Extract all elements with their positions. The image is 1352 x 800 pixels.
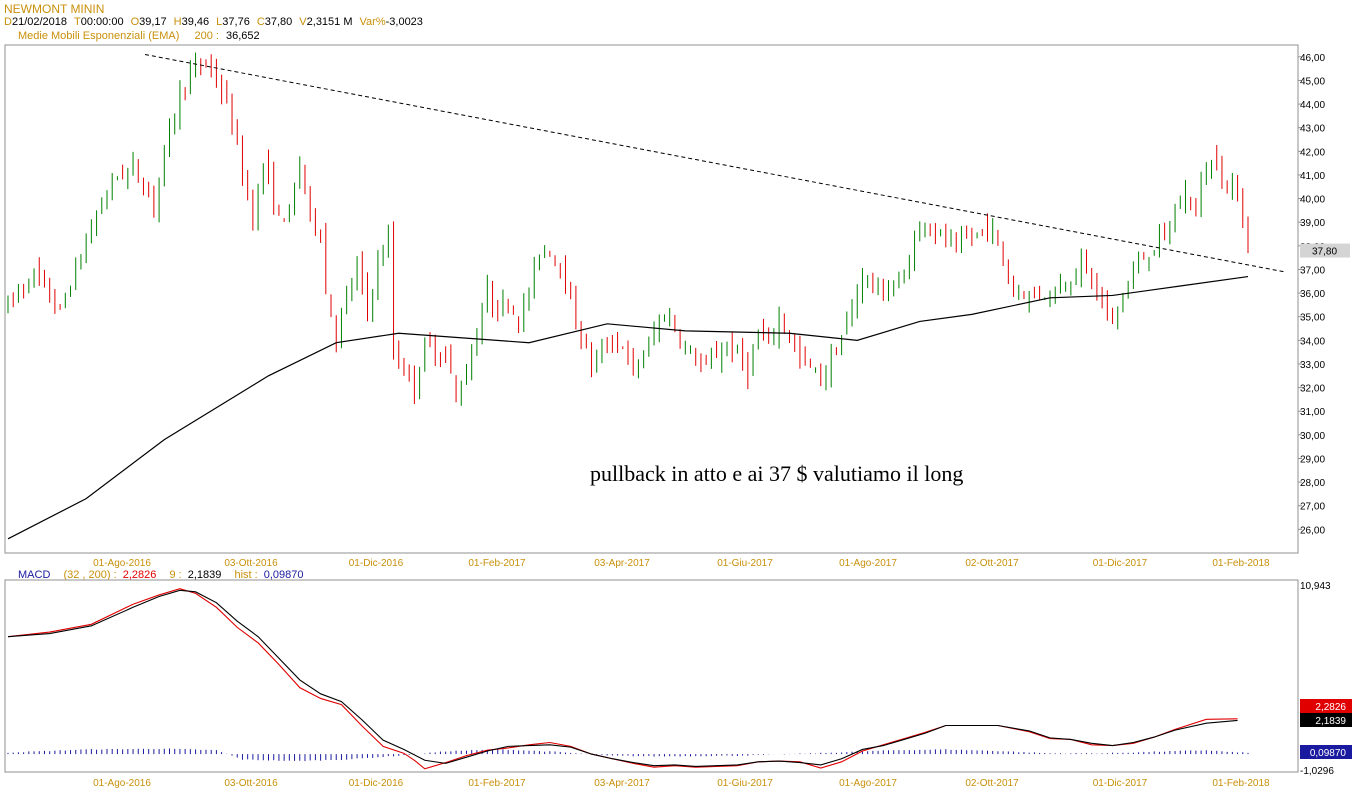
price-panel-frame bbox=[4, 44, 1299, 554]
macd-layer: 10,943 -1,0296 2,2826 2,1839 0,09870 bbox=[7, 581, 1352, 777]
signal-value: 2,1839 bbox=[187, 569, 222, 581]
macd-value-label: 0,09870 bbox=[1310, 748, 1347, 759]
x-tick-label: 01-Ago-2016 bbox=[93, 778, 151, 789]
x-tick-label: 03-Ott-2016 bbox=[224, 778, 278, 789]
y-tick-label: 27,00 bbox=[1300, 502, 1325, 513]
y-tick-label: 34,00 bbox=[1300, 336, 1325, 347]
hist-label: hist : bbox=[234, 569, 258, 581]
ohlc-value: 00:00:00 bbox=[80, 16, 124, 28]
x-tick-label: 01-Feb-2017 bbox=[468, 558, 526, 569]
resistance-trendline bbox=[144, 53, 1285, 273]
ohlc-value: 39,17 bbox=[139, 16, 167, 28]
ohlc-key: V bbox=[299, 16, 307, 28]
x-tick-label: 03-Ott-2016 bbox=[224, 558, 278, 569]
y-tick-label: 32,00 bbox=[1300, 384, 1325, 395]
x-tick-label: 02-Ott-2017 bbox=[965, 778, 1019, 789]
y-tick-label: 33,00 bbox=[1300, 360, 1325, 371]
ohlc-key: T bbox=[74, 16, 81, 28]
macd-value: 2,2826 bbox=[122, 569, 157, 581]
x-tick-label: 01-Feb-2018 bbox=[1212, 558, 1270, 569]
y-tick-label: 35,00 bbox=[1300, 313, 1325, 324]
hist-value: 0,09870 bbox=[263, 569, 304, 581]
instrument-title: NEWMONT MININ bbox=[4, 2, 105, 16]
macd-value-box bbox=[1300, 745, 1352, 759]
x-tick-label: 01-Giu-2017 bbox=[717, 778, 773, 789]
x-tick-label: 01-Dic-2016 bbox=[349, 558, 404, 569]
ema-legend: Medie Mobili Esponenziali (EMA) 200 : 36… bbox=[18, 30, 260, 42]
ohlc-value: 39,46 bbox=[181, 16, 210, 28]
x-tick-label: 01-Dic-2016 bbox=[349, 778, 404, 789]
ohlc-key: D bbox=[4, 16, 12, 28]
ohlc-value: 37,80 bbox=[264, 16, 293, 28]
macd-value-label: 2,2826 bbox=[1315, 702, 1346, 713]
x-tick-label: 01-Ago-2017 bbox=[839, 778, 897, 789]
price-layer: 26,00 27,00 28,00 29,00 30,00 31,00 32,00 33,00… bbox=[7, 52, 1350, 789]
ema-label: Medie Mobili Esponenziali (EMA) bbox=[18, 30, 180, 42]
x-tick-label: 01-Feb-2017 bbox=[468, 778, 526, 789]
y-tick-label: 37,00 bbox=[1300, 265, 1325, 276]
ohlc-key: Var% bbox=[359, 16, 386, 28]
ema-200-line bbox=[7, 275, 1249, 540]
macd-label: MACD bbox=[18, 569, 51, 581]
signal-line bbox=[7, 589, 1238, 768]
ohlc-readout: D21/02/2018 T00:00:00 O39,17 H39,46 L37,76 C3… bbox=[4, 16, 423, 28]
ohlc-key: L bbox=[216, 16, 223, 28]
ohlc-key: C bbox=[256, 16, 265, 28]
last-price-label: 37,80 bbox=[1312, 247, 1337, 258]
ema-period: 200 : bbox=[194, 30, 219, 42]
macd-y-tick-label: 10,943 bbox=[1300, 581, 1331, 592]
y-tick-label: 30,00 bbox=[1300, 431, 1325, 442]
annotation-text: pullback in atto e ai 37 $ valutiamo il … bbox=[590, 461, 963, 486]
ohlc-value: 2,3151 M bbox=[306, 16, 353, 28]
y-tick-label: 43,00 bbox=[1300, 124, 1325, 135]
x-tick-label: 01-Ago-2016 bbox=[93, 558, 151, 569]
macd-value-box bbox=[1300, 699, 1352, 713]
last-price-box bbox=[1300, 243, 1350, 258]
y-tick-label: 41,00 bbox=[1300, 171, 1325, 182]
y-tick-label: 40,00 bbox=[1300, 195, 1325, 206]
x-tick-label: 01-Ago-2017 bbox=[839, 558, 897, 569]
x-tick-label: 03-Apr-2017 bbox=[594, 778, 650, 789]
signal-period: 9 : bbox=[169, 569, 182, 581]
ohlc-key: H bbox=[173, 16, 182, 28]
y-tick-label: 45,00 bbox=[1300, 76, 1325, 87]
y-tick-label: 44,00 bbox=[1300, 100, 1325, 111]
macd-value-label: 2,1839 bbox=[1315, 716, 1346, 727]
y-tick-label: 28,00 bbox=[1300, 478, 1325, 489]
macd-legend: MACD (32 , 200) : 2,2826 9 : 2,1839 hist… bbox=[18, 569, 304, 581]
ohlc-value: 21/02/2018 bbox=[11, 16, 68, 28]
y-tick-label: 26,00 bbox=[1300, 525, 1325, 536]
ohlc-value: -3,0023 bbox=[385, 16, 423, 28]
y-tick-label: 31,00 bbox=[1300, 407, 1325, 418]
macd-y-tick-label: -1,0296 bbox=[1300, 766, 1334, 777]
y-tick-label: 46,00 bbox=[1300, 53, 1325, 64]
ohlc-key: O bbox=[130, 16, 140, 28]
y-tick-label: 29,00 bbox=[1300, 454, 1325, 465]
macd-panel-frame bbox=[4, 579, 1299, 773]
macd-value-box bbox=[1300, 713, 1352, 727]
x-tick-label: 01-Giu-2017 bbox=[717, 558, 773, 569]
y-tick-label: 36,00 bbox=[1300, 289, 1325, 300]
y-tick-label: 42,00 bbox=[1300, 147, 1325, 158]
x-tick-label: 01-Dic-2017 bbox=[1093, 558, 1148, 569]
x-tick-label: 01-Feb-2018 bbox=[1212, 778, 1270, 789]
x-tick-label: 03-Apr-2017 bbox=[594, 558, 650, 569]
ema-value: 36,652 bbox=[226, 30, 260, 42]
x-tick-label: 01-Dic-2017 bbox=[1093, 778, 1148, 789]
y-tick-label: 39,00 bbox=[1300, 218, 1325, 229]
ohlc-value: 37,76 bbox=[222, 16, 250, 28]
x-tick-label: 02-Ott-2017 bbox=[965, 558, 1019, 569]
macd-params: (32 , 200) : bbox=[63, 569, 117, 581]
